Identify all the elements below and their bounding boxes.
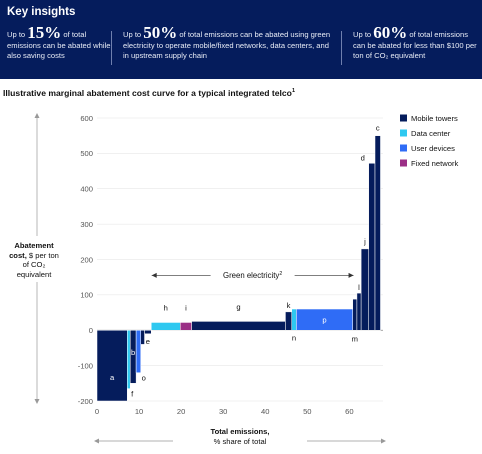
y-tick-label: 0 [89,326,93,335]
bar-f [127,330,131,389]
bar-label-f: f [131,390,134,399]
insight-2-value: 50% [143,23,178,42]
insight-3-text: of total emissions can be abated for les… [353,30,477,60]
bar-a [96,330,128,402]
y-tick-label: 500 [80,149,93,158]
legend-swatch [400,144,407,152]
y-axis-label-rest: $ per ton of CO₂ equivalent [16,250,59,279]
bar-l [356,292,362,331]
y-tick-label: -100 [78,361,93,370]
bar-j [360,248,369,331]
insight-1: Up to 15% of total emissions can be abat… [7,24,119,62]
legend-item: Mobile towers [411,114,458,123]
insight-1-text: of total emissions can be abated while a… [7,30,111,60]
legend-swatch [400,114,407,122]
insight-3-pre: Up to [353,30,374,39]
insight-2: Up to 50% of total emissions can be abat… [123,24,333,62]
x-axis-label-bold: Total emissions, [210,427,270,436]
chart-title-text: Illustrative marginal abatement cost cur… [3,88,292,98]
x-tick-label: 50 [303,407,311,416]
y-axis-label: Abatement cost, $ per ton of CO₂ equival… [5,241,63,279]
chart-title: Illustrative marginal abatement cost cur… [3,88,295,98]
legend-swatch [400,159,407,167]
y-axis-arrow-up [34,113,40,118]
bar-n [291,308,297,331]
chart-title-footnote: 1 [291,88,295,95]
bar-label-m: m [352,334,358,343]
y-tick-label: 300 [80,220,93,229]
x-tick-label: 30 [219,407,227,416]
legend: Mobile towers Data center User devices Fixe… [400,114,458,168]
bar-g [191,321,286,331]
bar-label-p: p [322,316,326,325]
x-axis-arrow-left [94,438,99,444]
bar-unlabeled [140,330,145,345]
annotation-label: Green electricity2 [223,271,282,280]
key-insights-banner: Key insights Up to 15% of total emission… [0,0,482,79]
y-tick-label: 200 [80,255,93,264]
legend-item: Data center [411,129,451,138]
banner-title: Key insights [7,6,76,18]
bar-b [129,330,137,384]
gridlines [97,117,383,402]
insight-divider [341,31,342,65]
bar-label-d: d [361,153,365,162]
bar-label-j: j [363,237,366,246]
annotation-footnote: 2 [279,271,282,277]
legend-item: User devices [411,144,455,153]
x-tick-label: 60 [345,407,353,416]
insight-2-pre: Up to [123,30,144,39]
bars [96,135,381,402]
bar-k [285,311,292,331]
x-axis-arrow-right [381,438,386,444]
bar-e [144,330,152,335]
insight-1-value: 15% [27,23,62,42]
bar-label-n: n [292,333,296,342]
y-tick-label: -200 [78,397,93,406]
bar-label-g: g [236,302,240,311]
bar-label-a: a [110,373,115,382]
bar-p [296,308,353,331]
legend-item: Fixed network [411,159,458,168]
insight-divider [111,31,112,65]
x-tick-label: 20 [177,407,185,416]
x-axis-label-rest: % share of total [213,436,267,446]
annotation-arrow-left [151,272,157,278]
x-tick-label: 40 [261,407,269,416]
y-axis-label-bold: Abatement cost, [9,241,54,260]
bar-label-o: o [142,374,146,383]
annotation-arrow-right [348,272,354,278]
bar-label-i: i [185,303,187,312]
y-tick-label: 400 [80,185,93,194]
legend-swatch [400,129,407,137]
insight-3-value: 60% [373,23,408,42]
bar-h [151,322,181,331]
axis-arrows [34,113,386,444]
bar-label-l: l [358,283,360,292]
green-electricity-annotation: Green electricity2 [151,268,354,281]
y-axis-arrow-down [34,399,40,404]
x-tick-label: 0 [95,407,99,416]
insight-1-pre: Up to [7,30,28,39]
tick-labels: -200 -100 0 100 200 300 400 500 600 0 10 20 30 40 50 60 [78,114,354,416]
x-axis-label: Total emissions,% share of total [170,427,310,446]
bar-label-h: h [164,303,168,312]
bar-label-c: c [376,124,380,133]
x-tick-label: 10 [135,407,143,416]
bar-label-b: b [131,348,135,357]
bar-label-e: e [146,337,150,346]
bar-d [368,163,376,331]
y-tick-label: 600 [80,114,93,123]
bar-labels: a f b o e h i g k n p m l j d c [110,124,380,399]
bar-o [135,330,141,373]
insight-3: Up to 60% of total emissions can be abat… [353,24,478,62]
bar-label-k: k [287,301,291,310]
bar-m [352,298,358,331]
bar-c [374,135,381,331]
annotation-label-bg [210,268,295,281]
bar-i [180,322,192,331]
insight-2-text: of total emissions can be abated using g… [123,30,331,60]
y-tick-label: 100 [80,291,93,300]
